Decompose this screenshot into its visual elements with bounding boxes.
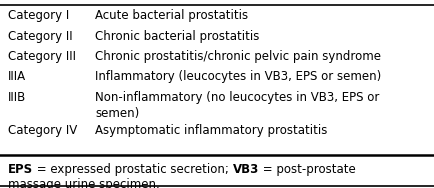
Text: = expressed prostatic secretion;: = expressed prostatic secretion; [33, 163, 233, 176]
Text: EPS: EPS [8, 163, 33, 176]
Text: VB3: VB3 [233, 163, 259, 176]
Text: Asymptomatic inflammatory prostatitis: Asymptomatic inflammatory prostatitis [95, 124, 328, 137]
Text: = post-prostate: = post-prostate [259, 163, 355, 176]
Text: massage urine specimen.: massage urine specimen. [8, 178, 160, 188]
Text: Acute bacterial prostatitis: Acute bacterial prostatitis [95, 9, 249, 22]
Text: Chronic prostatitis/chronic pelvic pain syndrome: Chronic prostatitis/chronic pelvic pain … [95, 50, 381, 63]
Text: Inflammatory (leucocytes in VB3, EPS or semen): Inflammatory (leucocytes in VB3, EPS or … [95, 70, 382, 83]
Text: IIIB: IIIB [8, 91, 26, 104]
Text: Category II: Category II [8, 30, 72, 43]
Text: Chronic bacterial prostatitis: Chronic bacterial prostatitis [95, 30, 260, 43]
Text: Category IV: Category IV [8, 124, 77, 137]
Text: Non-inflammatory (no leucocytes in VB3, EPS or
semen): Non-inflammatory (no leucocytes in VB3, … [95, 91, 380, 120]
Text: Category III: Category III [8, 50, 76, 63]
Text: Category I: Category I [8, 9, 69, 22]
Text: IIIA: IIIA [8, 70, 26, 83]
